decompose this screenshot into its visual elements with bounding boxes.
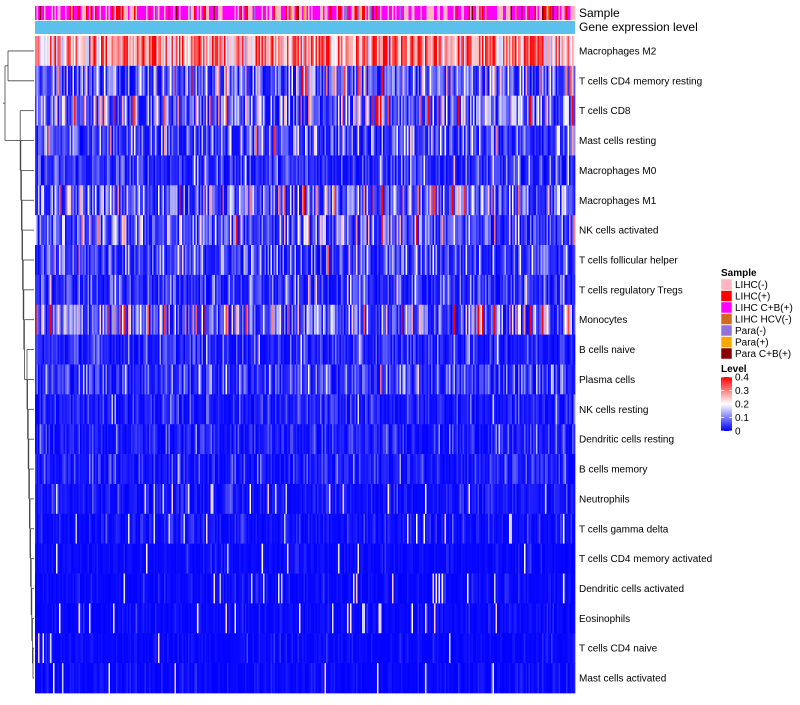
heatmap-body [35, 36, 575, 693]
heatmap-cell [574, 215, 576, 245]
row-dendrogram [3, 51, 34, 678]
annotation-label-gene-expression: Gene expression level [579, 20, 698, 34]
heatmap-cell [574, 96, 576, 126]
gene-expression-bar [35, 21, 575, 34]
heatmap-cell [574, 305, 576, 335]
gene-expression-track [35, 21, 575, 34]
sample-annotation-cell [574, 6, 576, 20]
annotation-label-sample: Sample [579, 6, 620, 20]
heatmap-cell [574, 155, 576, 185]
sample-annotation-track [35, 6, 575, 20]
heatmap-cell [574, 66, 576, 96]
heatmap-cell [574, 36, 576, 66]
heatmap-cell [574, 126, 576, 156]
heatmap-cell [574, 365, 576, 395]
heatmap-cell [574, 335, 576, 365]
heatmap-cell [574, 245, 576, 275]
heatmap-cell [574, 275, 576, 305]
heatmap-cell [574, 185, 576, 215]
